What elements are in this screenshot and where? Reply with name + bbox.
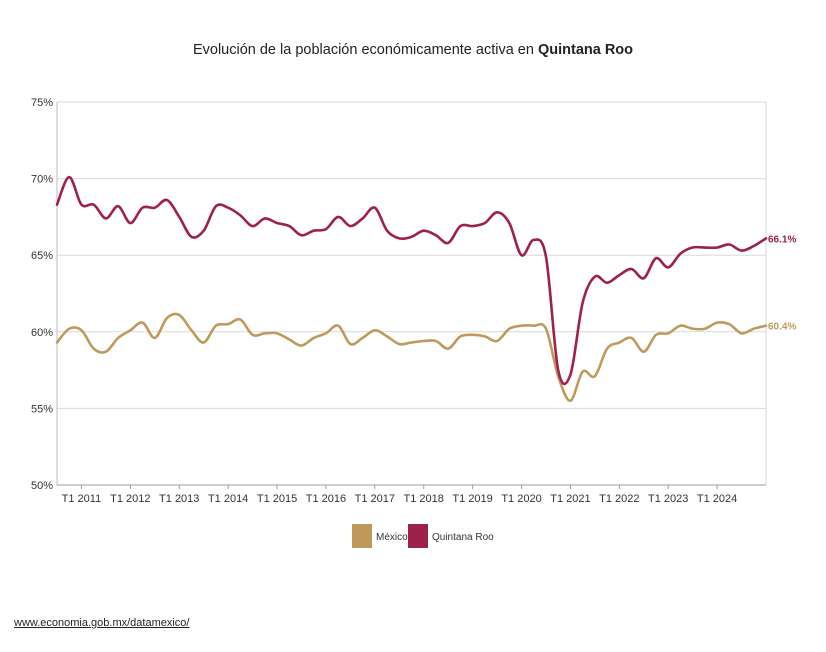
x-tick-label: T1 2012 [110,493,150,505]
x-tick-label: T1 2021 [550,493,590,505]
series-line-quintana-roo [55,175,768,386]
x-tick-label: T1 2014 [208,493,248,505]
x-tick-label: T1 2011 [62,493,102,505]
legend-label-quintana-roo: Quintana Roo [432,532,494,543]
y-tick-label: 50% [31,480,53,492]
chart-title-prefix: Evolución de la población económicamente… [193,42,538,58]
source-link[interactable]: www.economia.gob.mx/datamexico/ [14,617,190,629]
end-label-m-xico: 60.4% [768,322,796,333]
series-line-m-xico [55,312,768,403]
legend-swatch-quintana-roo [408,524,428,548]
legend-item-quintana-roo: Quintana Roo [408,524,494,548]
y-tick-label: 65% [31,250,53,262]
end-label-quintana-roo: 66.1% [768,234,796,245]
legend-label-m-xico: México [376,532,408,543]
x-tick-label: T1 2017 [355,493,395,505]
x-tick-label: T1 2013 [159,493,199,505]
x-tick-label: T1 2016 [306,493,346,505]
x-tick-label: T1 2023 [648,493,688,505]
series-lines [55,175,768,403]
y-tick-label: 60% [31,327,53,339]
axes: 50% 55% 60% 65% 70% 75% T1 2011 T1 2012 T1 2013 T… [31,97,737,505]
legend: México Quintana Roo [352,524,494,548]
legend-item-m-xico: México [352,524,408,548]
y-tick-label: 75% [31,97,53,109]
gridlines [56,101,767,486]
y-tick-label: 55% [31,403,53,415]
y-tick-label: 70% [31,174,53,186]
legend-swatch-m-xico [352,524,372,548]
end-labels: 60.4% 66.1% [768,234,796,332]
x-tick-label: T1 2019 [452,493,492,505]
x-tick-label: T1 2022 [599,493,639,505]
x-tick-label: T1 2024 [697,493,737,505]
x-tick-label: T1 2020 [501,493,541,505]
x-tick-label: T1 2018 [404,493,444,505]
chart-title-state: Quintana Roo [538,42,633,58]
chart-title: Evolución de la población económicamente… [193,42,633,58]
x-tick-label: T1 2015 [257,493,297,505]
